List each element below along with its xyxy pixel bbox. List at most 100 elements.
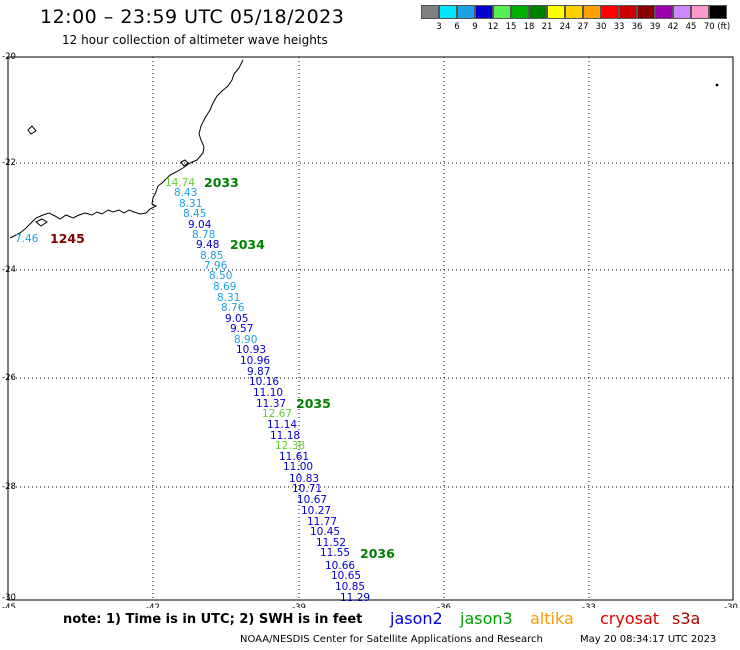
map-frame xyxy=(7,56,734,601)
pass-time-label: 1245 xyxy=(50,231,85,246)
scale-label: 30 xyxy=(595,22,607,32)
scale-swatch xyxy=(709,5,727,19)
wave-height-value: 8.45 xyxy=(183,208,206,220)
wave-height-value: 8.90 xyxy=(234,334,257,346)
scale-label: 33 xyxy=(613,22,625,32)
wave-height-value: 11.55 xyxy=(320,547,350,559)
wave-height-value: 11.14 xyxy=(267,419,297,431)
latitude-labels: -20 -22 -24 -26 -28 -30 xyxy=(2,52,16,603)
wave-height-value: 9.05 xyxy=(225,313,248,325)
longitude-label: -33 xyxy=(582,603,596,608)
wave-height-value: 8.76 xyxy=(221,302,245,314)
wave-height-value: 10.65 xyxy=(331,570,361,582)
longitude-labels: -45 -42 -39 -36 -33 -30 xyxy=(2,603,738,608)
wave-height-value: 8.31 xyxy=(179,198,202,210)
wave-height-value: 10.93 xyxy=(236,344,266,356)
scale-swatch xyxy=(457,5,475,19)
wave-height-value: 9.48 xyxy=(196,239,219,251)
satellite-legend-altika: altika xyxy=(530,609,574,628)
longitude-label: -42 xyxy=(146,603,160,608)
pass-time-label: 2034 xyxy=(230,237,265,252)
wave-height-value: 7.46 xyxy=(15,233,39,245)
wave-height-value: 8.50 xyxy=(209,270,232,282)
wave-height-value: 9.57 xyxy=(230,323,253,335)
wave-height-value: 7.96 xyxy=(204,260,228,272)
pass-time-label: 2033 xyxy=(204,175,239,190)
wave-height-value: 10.16 xyxy=(249,376,279,388)
wave-height-value: 10.96 xyxy=(240,355,270,367)
longitude-label: -39 xyxy=(292,603,306,608)
wave-height-value: 10.45 xyxy=(310,526,340,538)
wave-height-value: 11.77 xyxy=(307,516,337,528)
wave-height-value: 8.78 xyxy=(192,229,215,241)
pass-time-labels: 2033 1245 2034 2035 2036 xyxy=(50,175,395,561)
wave-height-value: 10.85 xyxy=(335,581,365,593)
scale-label: 9 xyxy=(472,22,478,32)
wave-height-map: -20 -22 -24 -26 -28 -30 -45 -42 -39 -36 -33 -30 14… xyxy=(2,52,738,608)
scale-swatch xyxy=(691,5,709,19)
wave-height-value: 10.66 xyxy=(325,560,355,572)
wave-height-value: 9.87 xyxy=(247,366,270,378)
scale-swatch xyxy=(511,5,529,19)
scale-label: 6 xyxy=(454,22,460,32)
map-title: 12:00 – 23:59 UTC 05/18/2023 xyxy=(40,6,345,28)
scale-swatch xyxy=(601,5,619,19)
units-note: note: 1) Time is in UTC; 2) SWH is in fe… xyxy=(63,612,363,627)
scale-label: 18 xyxy=(523,22,535,32)
pass-time-label: 2035 xyxy=(296,396,331,411)
satellite-legend-s3a: s3a xyxy=(672,609,701,628)
wave-height-value: 11.52 xyxy=(316,537,346,549)
map-subtitle: 12 hour collection of altimeter wave hei… xyxy=(62,33,328,47)
wave-height-value: 10.83 xyxy=(289,473,319,485)
scale-label: 15 xyxy=(505,22,517,32)
wave-height-value: 10.27 xyxy=(301,505,331,517)
latitude-label: -30 xyxy=(2,593,16,603)
generated-timestamp: May 20 08:34:17 UTC 2023 xyxy=(580,634,717,645)
wave-height-value: 11.37 xyxy=(256,398,286,410)
wave-height-value: 11.00 xyxy=(283,461,313,473)
brazil-coastline xyxy=(9,59,244,239)
scale-swatch xyxy=(439,5,457,19)
satellite-legend-jason3: jason3 xyxy=(460,609,513,628)
scale-swatch xyxy=(619,5,637,19)
satellite-legend-cryosat: cryosat xyxy=(600,609,660,628)
scale-swatch xyxy=(637,5,655,19)
scale-label: 21 xyxy=(541,22,553,32)
wave-height-value: 8.31 xyxy=(217,292,240,304)
wave-height-value: 14.74 xyxy=(165,177,195,189)
latitude-label: -24 xyxy=(2,265,16,275)
satellite-legend-jason2: jason2 xyxy=(390,609,443,628)
scale-swatch xyxy=(493,5,511,19)
wave-height-value: 8.85 xyxy=(200,250,223,262)
wave-height-value: 11.18 xyxy=(270,430,300,442)
longitude-label: -45 xyxy=(2,603,16,608)
latitude-label: -26 xyxy=(2,373,16,383)
wave-height-value: 11.29 xyxy=(340,592,370,604)
scale-label: 12 xyxy=(487,22,499,32)
island-dot xyxy=(715,83,719,87)
scale-label: 24 xyxy=(559,22,571,32)
scale-swatch xyxy=(583,5,601,19)
wave-height-value: 9.04 xyxy=(188,219,212,231)
wave-height-value: 8.43 xyxy=(174,187,197,199)
latitude-label: -22 xyxy=(2,158,16,168)
latitude-label: -28 xyxy=(2,482,16,492)
scale-swatch xyxy=(565,5,583,19)
credit-line: NOAA/NESDIS Center for Satellite Applica… xyxy=(240,634,543,645)
longitude-label: -30 xyxy=(724,603,738,608)
scale-label: 27 xyxy=(577,22,589,32)
coastline-islet xyxy=(180,159,189,167)
wave-height-observations: 14.748.438.318.459.048.789.488.857.968.5… xyxy=(15,177,370,604)
scale-label: 45 xyxy=(685,22,697,32)
wave-height-value: 8.69 xyxy=(213,281,236,293)
latitude-label: -20 xyxy=(2,52,16,62)
scale-swatch xyxy=(529,5,547,19)
pass-time-label: 2036 xyxy=(360,546,395,561)
wave-height-value: 11.10 xyxy=(253,387,283,399)
wave-height-value: 12.38 xyxy=(275,440,305,452)
scale-swatch xyxy=(547,5,565,19)
coastline-islet xyxy=(27,125,37,135)
scale-swatch xyxy=(673,5,691,19)
lat-lon-grid xyxy=(8,57,733,600)
scale-swatch xyxy=(475,5,493,19)
